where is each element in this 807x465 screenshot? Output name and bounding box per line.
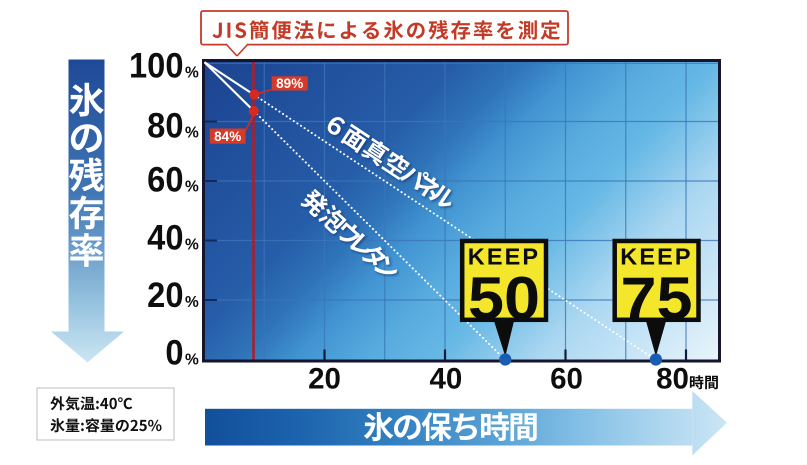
svg-text:60: 60 — [147, 160, 183, 200]
svg-text:KEEP: KEEP — [468, 244, 540, 270]
svg-text:0: 0 — [165, 333, 183, 373]
svg-text:%: % — [185, 178, 199, 195]
svg-text:KEEP: KEEP — [620, 244, 692, 270]
svg-text:%: % — [185, 65, 199, 82]
svg-text:100: 100 — [129, 46, 183, 86]
svg-text:84%: 84% — [214, 129, 241, 144]
svg-text:40: 40 — [147, 218, 183, 258]
svg-text:40: 40 — [429, 362, 462, 395]
svg-text:50: 50 — [468, 265, 540, 332]
svg-text:89%: 89% — [276, 76, 303, 91]
svg-text:75: 75 — [620, 265, 692, 332]
svg-text:%: % — [185, 351, 199, 368]
svg-text:80: 80 — [147, 106, 183, 146]
svg-text:20: 20 — [308, 362, 341, 395]
svg-text:80: 80 — [656, 362, 689, 395]
svg-text:%: % — [185, 125, 199, 142]
svg-text:20: 20 — [147, 276, 183, 316]
svg-text:%: % — [185, 294, 199, 311]
svg-text:60: 60 — [550, 362, 583, 395]
svg-text:%: % — [185, 237, 199, 254]
